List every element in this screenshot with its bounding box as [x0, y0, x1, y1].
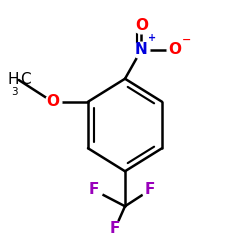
- Text: N: N: [135, 42, 147, 58]
- Text: +: +: [148, 33, 156, 43]
- Text: F: F: [110, 221, 120, 236]
- Text: C: C: [20, 72, 30, 88]
- Text: F: F: [145, 182, 155, 198]
- Text: O: O: [135, 18, 148, 32]
- Text: O: O: [46, 94, 59, 109]
- Text: H: H: [7, 72, 19, 88]
- Text: F: F: [88, 182, 99, 198]
- Text: 3: 3: [11, 87, 18, 97]
- Text: O: O: [168, 42, 181, 58]
- Text: −: −: [182, 34, 192, 44]
